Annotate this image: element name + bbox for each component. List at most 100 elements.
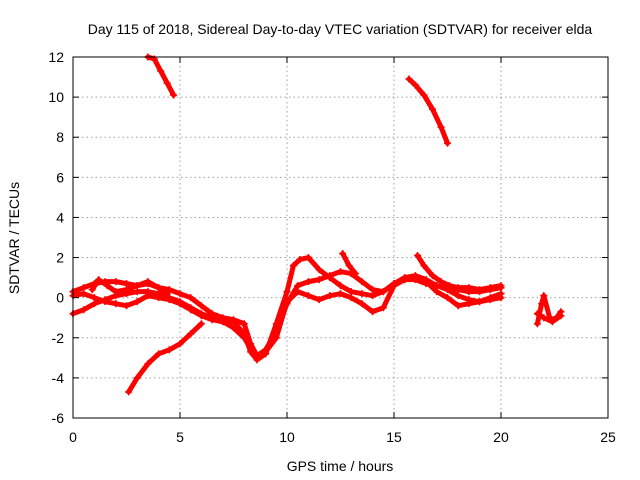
data-point — [112, 278, 120, 286]
data-point — [420, 91, 428, 99]
data-point — [405, 75, 413, 83]
y-tick-label: 2 — [56, 250, 64, 266]
data-point — [133, 374, 141, 382]
data-point — [187, 330, 195, 338]
y-tick-label: -6 — [52, 410, 65, 426]
data-point — [112, 288, 120, 296]
data-point — [337, 268, 344, 276]
data-point — [540, 314, 548, 322]
data-point — [304, 292, 312, 300]
data-point — [90, 300, 98, 308]
data-point — [304, 254, 312, 262]
data-point — [390, 282, 398, 290]
data-point — [123, 280, 130, 288]
x-tick-label: 10 — [279, 429, 295, 445]
y-tick-label: 4 — [56, 209, 64, 225]
series-trace — [126, 321, 204, 395]
data-point — [557, 312, 565, 320]
data-point — [486, 294, 494, 302]
data-point — [155, 284, 163, 292]
y-tick-label: 8 — [56, 129, 64, 145]
data-point — [315, 296, 323, 304]
data-point — [454, 292, 462, 300]
data-point — [465, 284, 473, 292]
data-point — [187, 306, 195, 314]
data-point — [230, 324, 237, 332]
data-point — [401, 276, 409, 284]
data-point — [165, 286, 173, 294]
y-tick-label: 10 — [48, 89, 64, 105]
data-point — [414, 252, 422, 260]
series-trace — [406, 76, 450, 146]
data-point — [155, 350, 163, 358]
data-point — [454, 302, 462, 310]
data-point — [176, 290, 184, 298]
data-point — [347, 288, 355, 296]
data-point — [170, 91, 178, 99]
data-point — [80, 284, 88, 292]
data-point — [296, 256, 304, 264]
data-point — [540, 292, 548, 300]
data-point — [163, 290, 171, 298]
y-tick-label: 6 — [56, 169, 64, 185]
data-point — [437, 123, 445, 131]
data-point — [465, 300, 473, 308]
x-tick-label: 20 — [493, 429, 509, 445]
x-axis-title: GPS time / hours — [287, 458, 394, 474]
x-tick-label: 15 — [386, 429, 402, 445]
data-point — [337, 290, 344, 298]
data-point — [315, 276, 323, 284]
data-point — [411, 81, 419, 89]
data-point — [176, 300, 184, 308]
data-point — [420, 262, 428, 270]
data-point — [197, 320, 205, 328]
tick-labels: 0 5 10 15 20 25 -6 -4 -2 0 2 4 6 8 10 12 — [48, 49, 616, 445]
data-point — [337, 282, 344, 290]
data-point — [133, 298, 141, 306]
y-tick-label: 0 — [56, 290, 64, 306]
data-point — [80, 290, 88, 298]
data-point — [304, 278, 312, 286]
data-point — [358, 278, 366, 286]
data-point — [476, 286, 484, 294]
data-point — [444, 294, 451, 302]
data-point — [240, 334, 248, 342]
x-tick-label: 25 — [600, 429, 616, 445]
data-point — [437, 278, 445, 286]
data-point — [112, 300, 120, 308]
data-point — [379, 304, 387, 312]
data-point — [486, 284, 494, 292]
data-point — [347, 294, 355, 302]
data-point — [125, 388, 133, 396]
data-point — [157, 67, 165, 75]
data-point — [187, 294, 195, 302]
data-point — [251, 352, 259, 360]
data-point — [155, 294, 163, 302]
data-point — [219, 318, 227, 326]
data-point — [133, 282, 141, 290]
data-point — [369, 292, 377, 300]
data-point — [176, 340, 184, 348]
data-point — [497, 290, 505, 298]
data-point — [123, 286, 130, 294]
data-point — [144, 292, 152, 300]
data-point — [272, 334, 280, 342]
data-point — [144, 360, 152, 368]
data-point — [326, 274, 334, 282]
series-track-k — [533, 310, 565, 326]
data-point — [429, 272, 437, 280]
data-point — [283, 288, 291, 296]
series-track-c — [69, 274, 505, 360]
data-point — [533, 310, 541, 318]
data-point — [197, 312, 205, 320]
grid — [73, 57, 608, 418]
data-point — [101, 298, 109, 306]
data-series — [69, 53, 565, 396]
y-tick-label: 12 — [48, 49, 64, 65]
data-point — [369, 308, 377, 316]
y-tick-label: -2 — [52, 330, 65, 346]
data-point — [95, 276, 103, 284]
data-point — [80, 306, 88, 314]
data-point — [369, 286, 377, 294]
